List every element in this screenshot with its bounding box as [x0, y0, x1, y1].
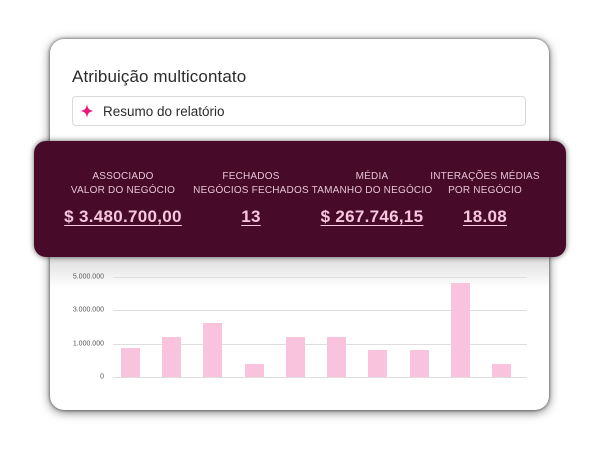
- metric-value-link[interactable]: 18.08: [462, 207, 508, 226]
- metric-label-line1: ASSOCIADO: [92, 171, 154, 182]
- metric-label-line1: INTERAÇÕES MÉDIAS: [430, 171, 540, 182]
- band-shadow: [50, 257, 549, 287]
- metric-value-link[interactable]: 13: [241, 207, 261, 226]
- sparkle-icon: [80, 104, 94, 118]
- metrics-band: ASSOCIADO VALOR DO NEGÓCIO $ 3.480.700,0…: [34, 141, 566, 257]
- metric-value-link[interactable]: $ 267.746,15: [320, 207, 424, 226]
- page-title: Atribuição multicontato: [72, 67, 247, 86]
- metric-label-line1: MÉDIA: [355, 171, 389, 182]
- metric-label-line2: VALOR DO NEGÓCIO: [70, 184, 176, 196]
- metric-label-line2: TAMANHO DO NEGÓCIO: [311, 184, 433, 196]
- metric-label: ASSOCIADO VALOR DO NEGÓCIO: [58, 170, 188, 197]
- metric-label-line1: FECHADOS: [222, 171, 280, 182]
- metric-label-line2: POR NEGÓCIO: [448, 184, 522, 196]
- report-summary-button[interactable]: Resumo do relatório: [72, 96, 526, 126]
- metric-label: MÉDIA TAMANHO DO NEGÓCIO: [307, 170, 437, 197]
- metric-label: FECHADOS NEGÓCIOS FECHADOS: [186, 170, 316, 197]
- report-summary-label: Resumo do relatório: [103, 103, 225, 119]
- metric-label-line2: NEGÓCIOS FECHADOS: [193, 184, 309, 196]
- metric-label: INTERAÇÕES MÉDIAS POR NEGÓCIO: [420, 170, 550, 197]
- metric-value-link[interactable]: $ 3.480.700,00: [64, 207, 182, 226]
